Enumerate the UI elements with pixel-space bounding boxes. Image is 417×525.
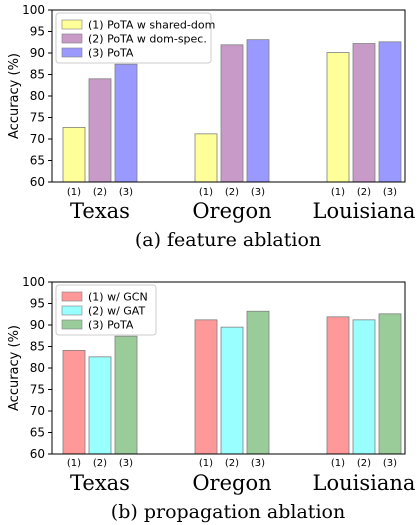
bar: [352, 43, 376, 183]
bar-label: (1): [331, 187, 345, 198]
bar: [220, 44, 244, 183]
bar: [88, 78, 112, 183]
bar-label: (1): [67, 187, 81, 198]
y-tick-label: 65: [30, 154, 45, 168]
legend: (1) w/ GCN(2) w/ GAT(3) PoTA: [55, 284, 157, 336]
y-tick-label: 80: [30, 361, 45, 375]
bar-label: (2): [93, 458, 107, 469]
y-tick-label: 100: [22, 275, 45, 289]
chart-caption: (b) propagation ablation: [111, 501, 345, 523]
bar: [326, 52, 350, 183]
y-tick-label: 60: [30, 447, 45, 461]
y-tick-label: 70: [30, 132, 45, 146]
bar: [378, 41, 402, 183]
bar: [352, 319, 376, 455]
bar-label: (2): [225, 458, 239, 469]
category-label: Louisiana: [313, 471, 416, 495]
y-tick-label: 95: [30, 25, 45, 39]
y-tick-label: 80: [30, 89, 45, 103]
bar-label: (1): [67, 458, 81, 469]
legend-swatch: [61, 305, 83, 316]
bar-label: (1): [331, 458, 345, 469]
bar: [194, 319, 218, 455]
chart-b: 60 65 70 75 80 85 90 95 100 Accuracy (%) (1) (2) (3)…: [7, 275, 415, 523]
bar-label: (2): [357, 458, 371, 469]
category-label: Louisiana: [313, 199, 416, 223]
bar: [62, 126, 86, 183]
chart-caption: (a) feature ablation: [135, 229, 321, 251]
y-tick-label: 90: [30, 318, 45, 332]
category-label: Texas: [70, 199, 130, 223]
category-label: Oregon: [192, 471, 271, 495]
bar-label: (3): [251, 187, 265, 198]
y-axis-label: Accuracy (%): [7, 53, 22, 139]
bar-label: (3): [119, 187, 133, 198]
legend-box: [55, 12, 212, 64]
y-axis-label: Accuracy (%): [7, 325, 22, 411]
legend-entry: (1) w/ GCN: [88, 291, 148, 304]
legend-swatch: [61, 47, 83, 58]
bar: [114, 63, 138, 183]
y-tick-label: 70: [30, 404, 45, 418]
bar: [114, 335, 138, 455]
legend-entry: (3) PoTA: [88, 47, 134, 60]
bar-label: (2): [357, 187, 371, 198]
y-tick-label: 65: [30, 426, 45, 440]
bar-label: (2): [225, 187, 239, 198]
y-tick-label: 100: [22, 3, 45, 17]
y-tick-label: 60: [30, 175, 45, 189]
bar-label: (3): [251, 458, 265, 469]
bar-label: (3): [383, 187, 397, 198]
legend-entry: (3) PoTA: [88, 319, 134, 332]
bar-label: (3): [383, 458, 397, 469]
bar: [246, 310, 270, 455]
bar: [88, 356, 112, 455]
legend-swatch: [61, 291, 83, 302]
y-tick-label: 95: [30, 297, 45, 311]
bar-label: (1): [199, 458, 213, 469]
bar: [246, 39, 270, 183]
category-label: Texas: [70, 471, 130, 495]
y-tick-label: 75: [30, 383, 45, 397]
y-tick-label: 75: [30, 111, 45, 125]
bar: [62, 349, 86, 455]
legend-entry: (2) w/ GAT: [88, 305, 145, 318]
legend-swatch: [61, 33, 83, 44]
bar: [326, 316, 350, 455]
chart-a: 60 65 70 75 80 85 90 95 100 Accuracy (%) (1) (2) (3)…: [7, 3, 415, 251]
legend-entry: (2) PoTA w dom-spec.: [88, 33, 207, 46]
legend: (1) PoTA w shared-dom(2) PoTA w dom-spec…: [55, 12, 215, 64]
bar: [220, 326, 244, 455]
y-tick-label: 90: [30, 46, 45, 60]
bar: [378, 313, 402, 455]
y-tick-label: 85: [30, 68, 45, 82]
bar-label: (1): [199, 187, 213, 198]
bar: [194, 133, 218, 183]
legend-entry: (1) PoTA w shared-dom: [88, 19, 215, 32]
legend-swatch: [61, 319, 83, 330]
bar-label: (2): [93, 187, 107, 198]
legend-swatch: [61, 19, 83, 30]
bar-label: (3): [119, 458, 133, 469]
y-tick-label: 85: [30, 340, 45, 354]
category-label: Oregon: [192, 199, 271, 223]
